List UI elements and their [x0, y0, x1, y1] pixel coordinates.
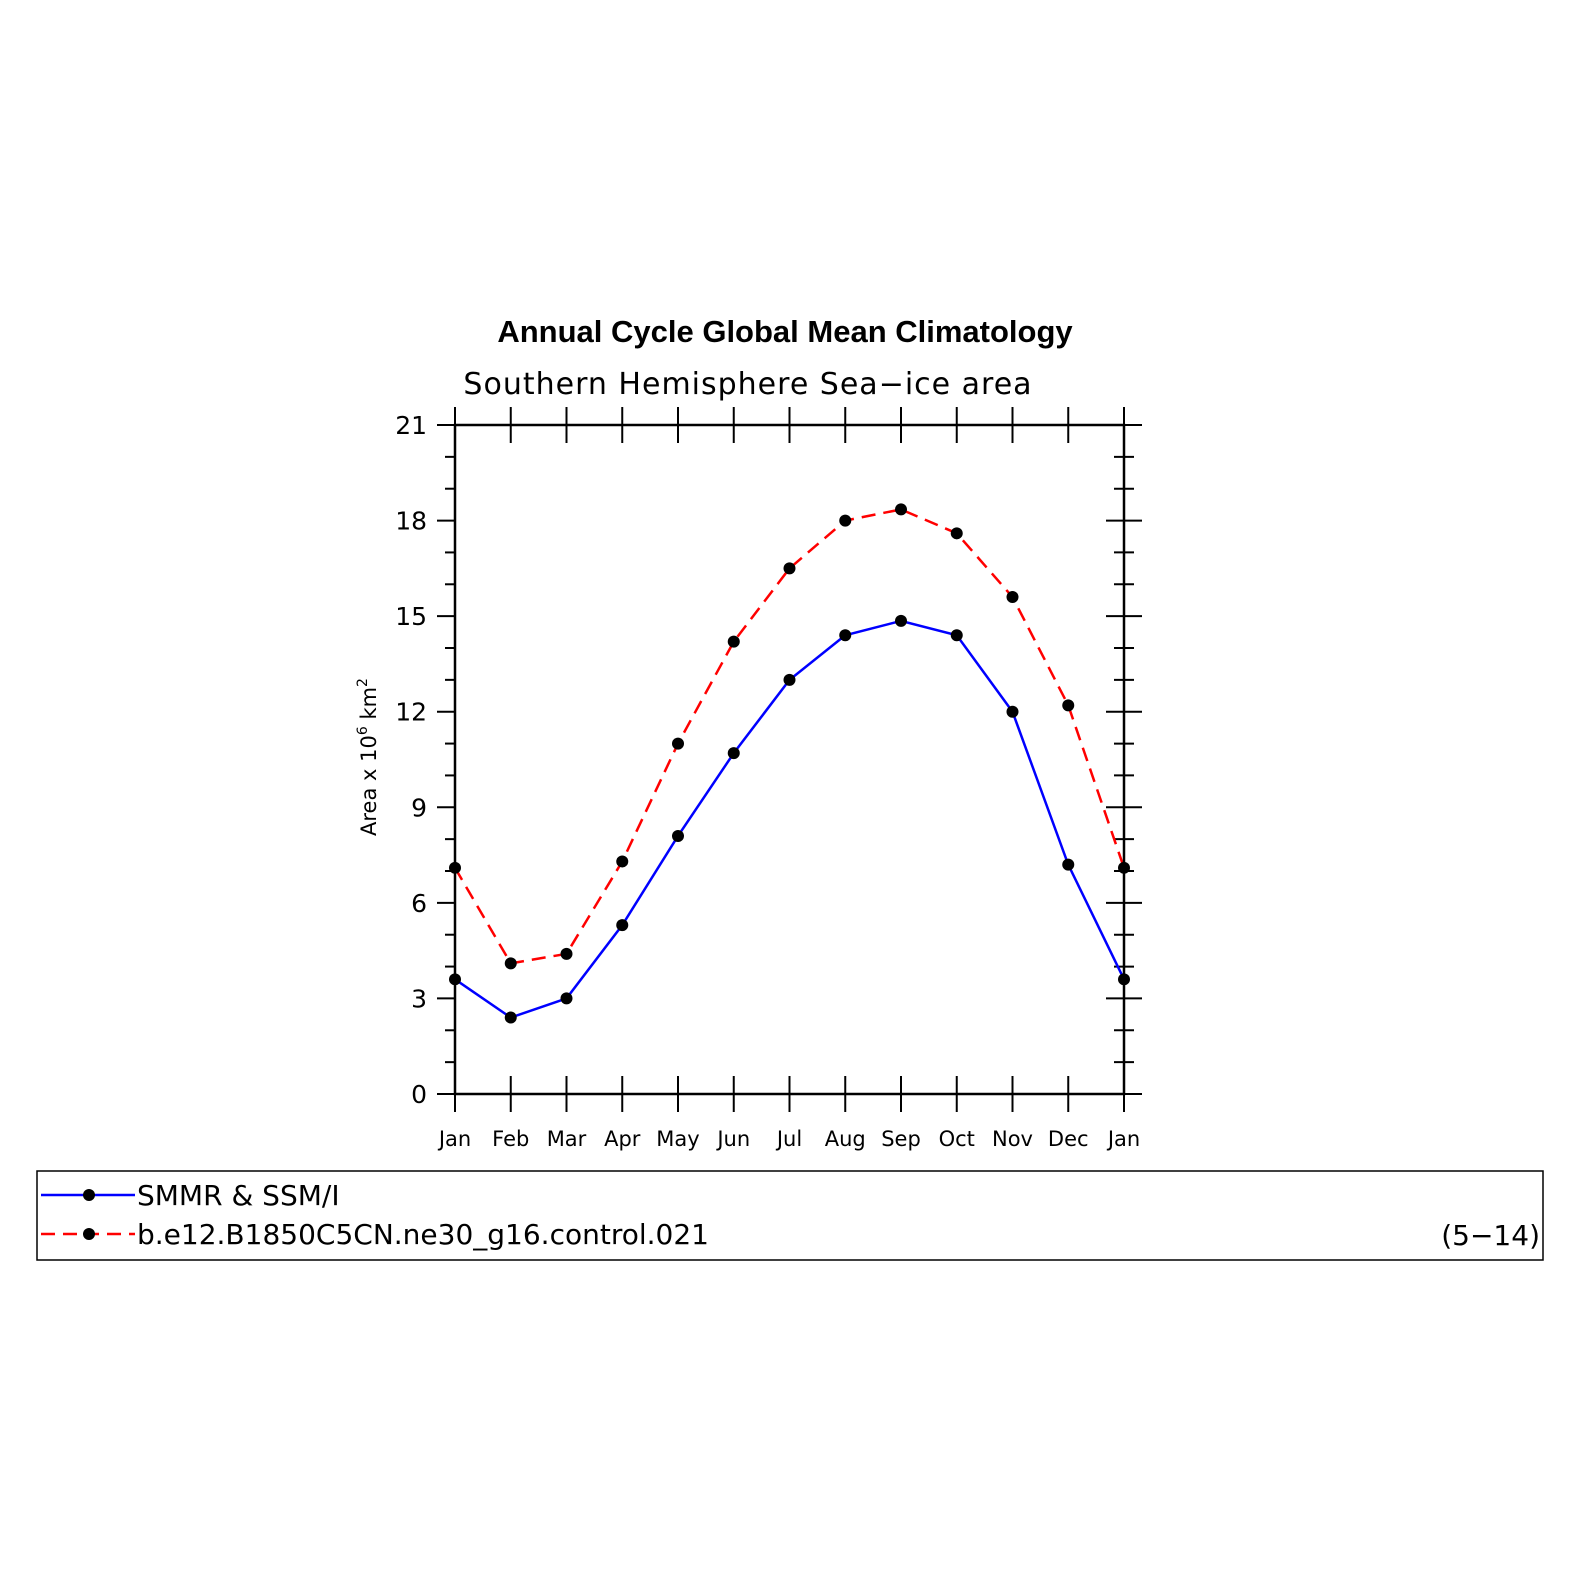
legend: SMMR & SSM/I b.e12.B1850C5CN.ne30_g16.con…: [36, 1170, 1544, 1261]
y-tick-label: 12: [395, 698, 427, 727]
x-tick-label: Apr: [604, 1127, 641, 1151]
series-point: [1062, 699, 1075, 712]
x-tick-label: Aug: [825, 1127, 866, 1151]
series-point: [560, 947, 573, 960]
legend-label: SMMR & SSM/I: [137, 1179, 340, 1212]
x-tick-label: Jan: [437, 1127, 471, 1151]
series-line: [453, 508, 1126, 965]
ylabel-sup2: 2: [355, 678, 371, 687]
y-tick-label: 0: [411, 1080, 427, 1109]
series-point: [950, 527, 963, 540]
series-layer: [449, 503, 1130, 1024]
x-tick-label: Feb: [492, 1127, 529, 1151]
y-tick-label: 15: [395, 602, 427, 631]
x-tick-label: Dec: [1048, 1127, 1089, 1151]
series-point: [504, 957, 517, 970]
series-point: [895, 614, 907, 627]
legend-label: b.e12.B1850C5CN.ne30_g16.control.021: [137, 1218, 709, 1251]
legend-note: (5−14): [1441, 1219, 1540, 1252]
series-point: [1006, 591, 1019, 604]
y-tick-label: 18: [395, 507, 427, 536]
y-tick-label: 6: [411, 889, 427, 918]
series-point: [672, 829, 684, 842]
svg-text:Area x 106 km2: Area x 106 km2: [355, 678, 381, 836]
series-point: [616, 919, 629, 932]
x-tick-label: Mar: [547, 1127, 587, 1151]
series-point: [950, 629, 963, 642]
series-point: [839, 629, 852, 642]
x-tick-label: Jan: [1106, 1127, 1140, 1151]
x-tick-label: Nov: [992, 1127, 1033, 1151]
series-point: [1062, 858, 1075, 871]
y-tick-label: 21: [395, 411, 427, 440]
series-point: [616, 855, 629, 868]
legend-box: [36, 1170, 1544, 1261]
y-axis-label: Area x 106 km2: [355, 678, 381, 836]
y-tick-label: 3: [411, 984, 427, 1013]
axis-ticks: [437, 407, 1142, 1112]
series-point: [783, 673, 796, 686]
series-2: [449, 503, 1130, 970]
tick-labels: 0 3 6 9 12 15 18 21 Jan Feb Mar Apr May Jun Jul Aug Sep O…: [395, 411, 1140, 1151]
ylabel-sup1: 6: [355, 726, 371, 735]
ylabel-unit: km: [357, 687, 381, 726]
series-point: [504, 1011, 517, 1024]
ylabel-main: Area x 10: [357, 735, 381, 836]
x-tick-label: Sep: [881, 1127, 921, 1151]
y-tick-label: 9: [411, 793, 427, 822]
series-point: [783, 562, 796, 575]
series-point: [727, 635, 740, 648]
x-tick-label: May: [656, 1127, 699, 1151]
legend-marker: [83, 1228, 95, 1240]
legend-entries: SMMR & SSM/I b.e12.B1850C5CN.ne30_g16.con…: [41, 1179, 709, 1251]
x-tick-label: Jun: [715, 1127, 750, 1151]
series-point: [839, 514, 852, 527]
series-point: [1006, 705, 1019, 718]
chart-subtitle: Southern Hemisphere Sea−ice area: [463, 367, 1032, 402]
chart-title: Annual Cycle Global Mean Climatology: [497, 314, 1073, 349]
series-point: [895, 503, 907, 516]
series-1: [449, 614, 1130, 1024]
series-point: [560, 992, 573, 1005]
plot-frame: [453, 423, 1126, 1096]
x-tick-label: Jul: [775, 1127, 802, 1151]
x-tick-label: Oct: [939, 1127, 975, 1151]
series-point: [727, 747, 740, 760]
series-point: [672, 737, 684, 750]
legend-marker: [83, 1189, 95, 1201]
